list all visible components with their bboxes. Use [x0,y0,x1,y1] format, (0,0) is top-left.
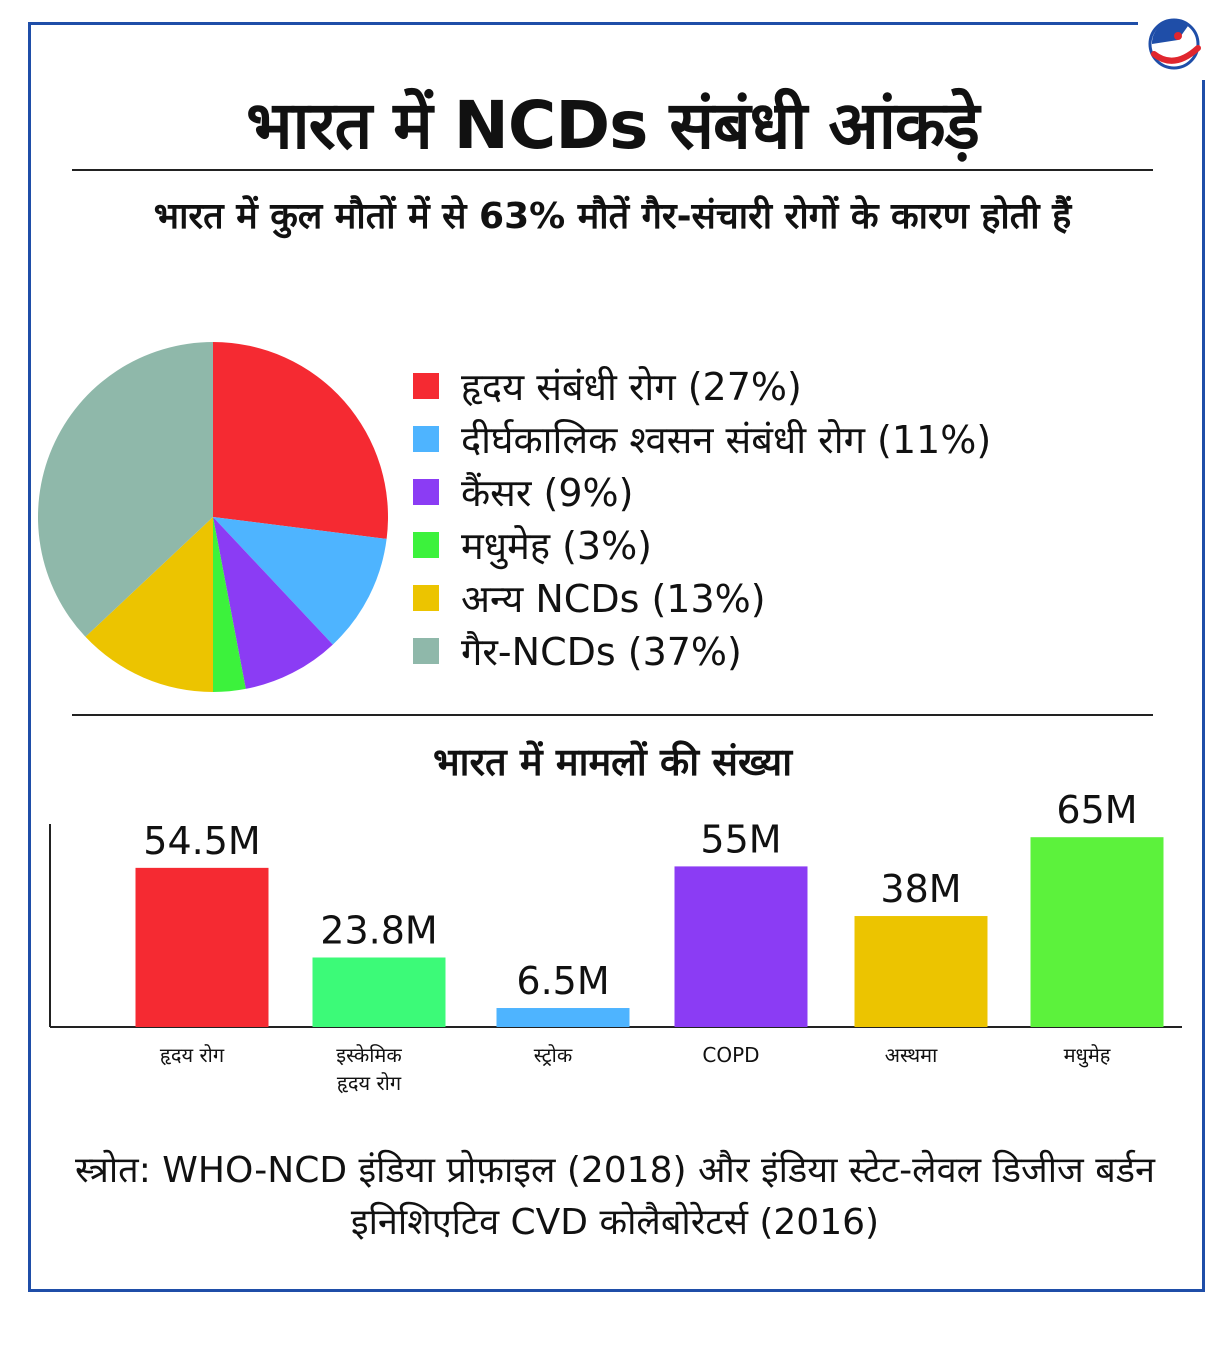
legend-item-4: अन्य NCDs (13%) [413,571,991,624]
legend-label: मधुमेह (3%) [461,519,652,571]
legend-item-2: कैंसर (9%) [413,465,991,518]
legend-item-3: मधुमेह (3%) [413,518,991,571]
legend-swatch [413,479,439,505]
pie-legend: हृदय संबंधी रोग (27%) दीर्घकालिक श्वसन सं… [413,359,991,677]
legend-label: अन्य NCDs (13%) [461,572,766,624]
source-note: स्त्रोत: WHO-NCD इंडिया प्रोफ़ाइल (2018)… [70,1145,1160,1249]
pie-slice-0 [213,342,388,539]
pie-chart [36,340,390,694]
legend-label: दीर्घकालिक श्वसन संबंधी रोग (11%) [461,413,991,465]
legend-item-5: गैर-NCDs (37%) [413,624,991,677]
title-divider [72,169,1153,171]
legend-label: गैर-NCDs (37%) [461,625,742,677]
legend-swatch [413,426,439,452]
legend-swatch [413,373,439,399]
section-divider [72,714,1153,716]
legend-label: हृदय संबंधी रोग (27%) [461,360,802,412]
legend-swatch [413,532,439,558]
legend-label: कैंसर (9%) [461,466,633,518]
legend-swatch [413,585,439,611]
legend-item-1: दीर्घकालिक श्वसन संबंधी रोग (11%) [413,412,991,465]
brand-logo-icon [1138,8,1210,80]
pie-chart-title: भारत में कुल मौतों में से 63% मौतें गैर-… [90,192,1135,242]
legend-item-0: हृदय संबंधी रोग (27%) [413,359,991,412]
page-title: भारत में NCDs संबंधी आंकड़े [0,78,1225,168]
legend-swatch [413,638,439,664]
bar-chart-title: भारत में मामलों की संख्या [0,735,1225,787]
